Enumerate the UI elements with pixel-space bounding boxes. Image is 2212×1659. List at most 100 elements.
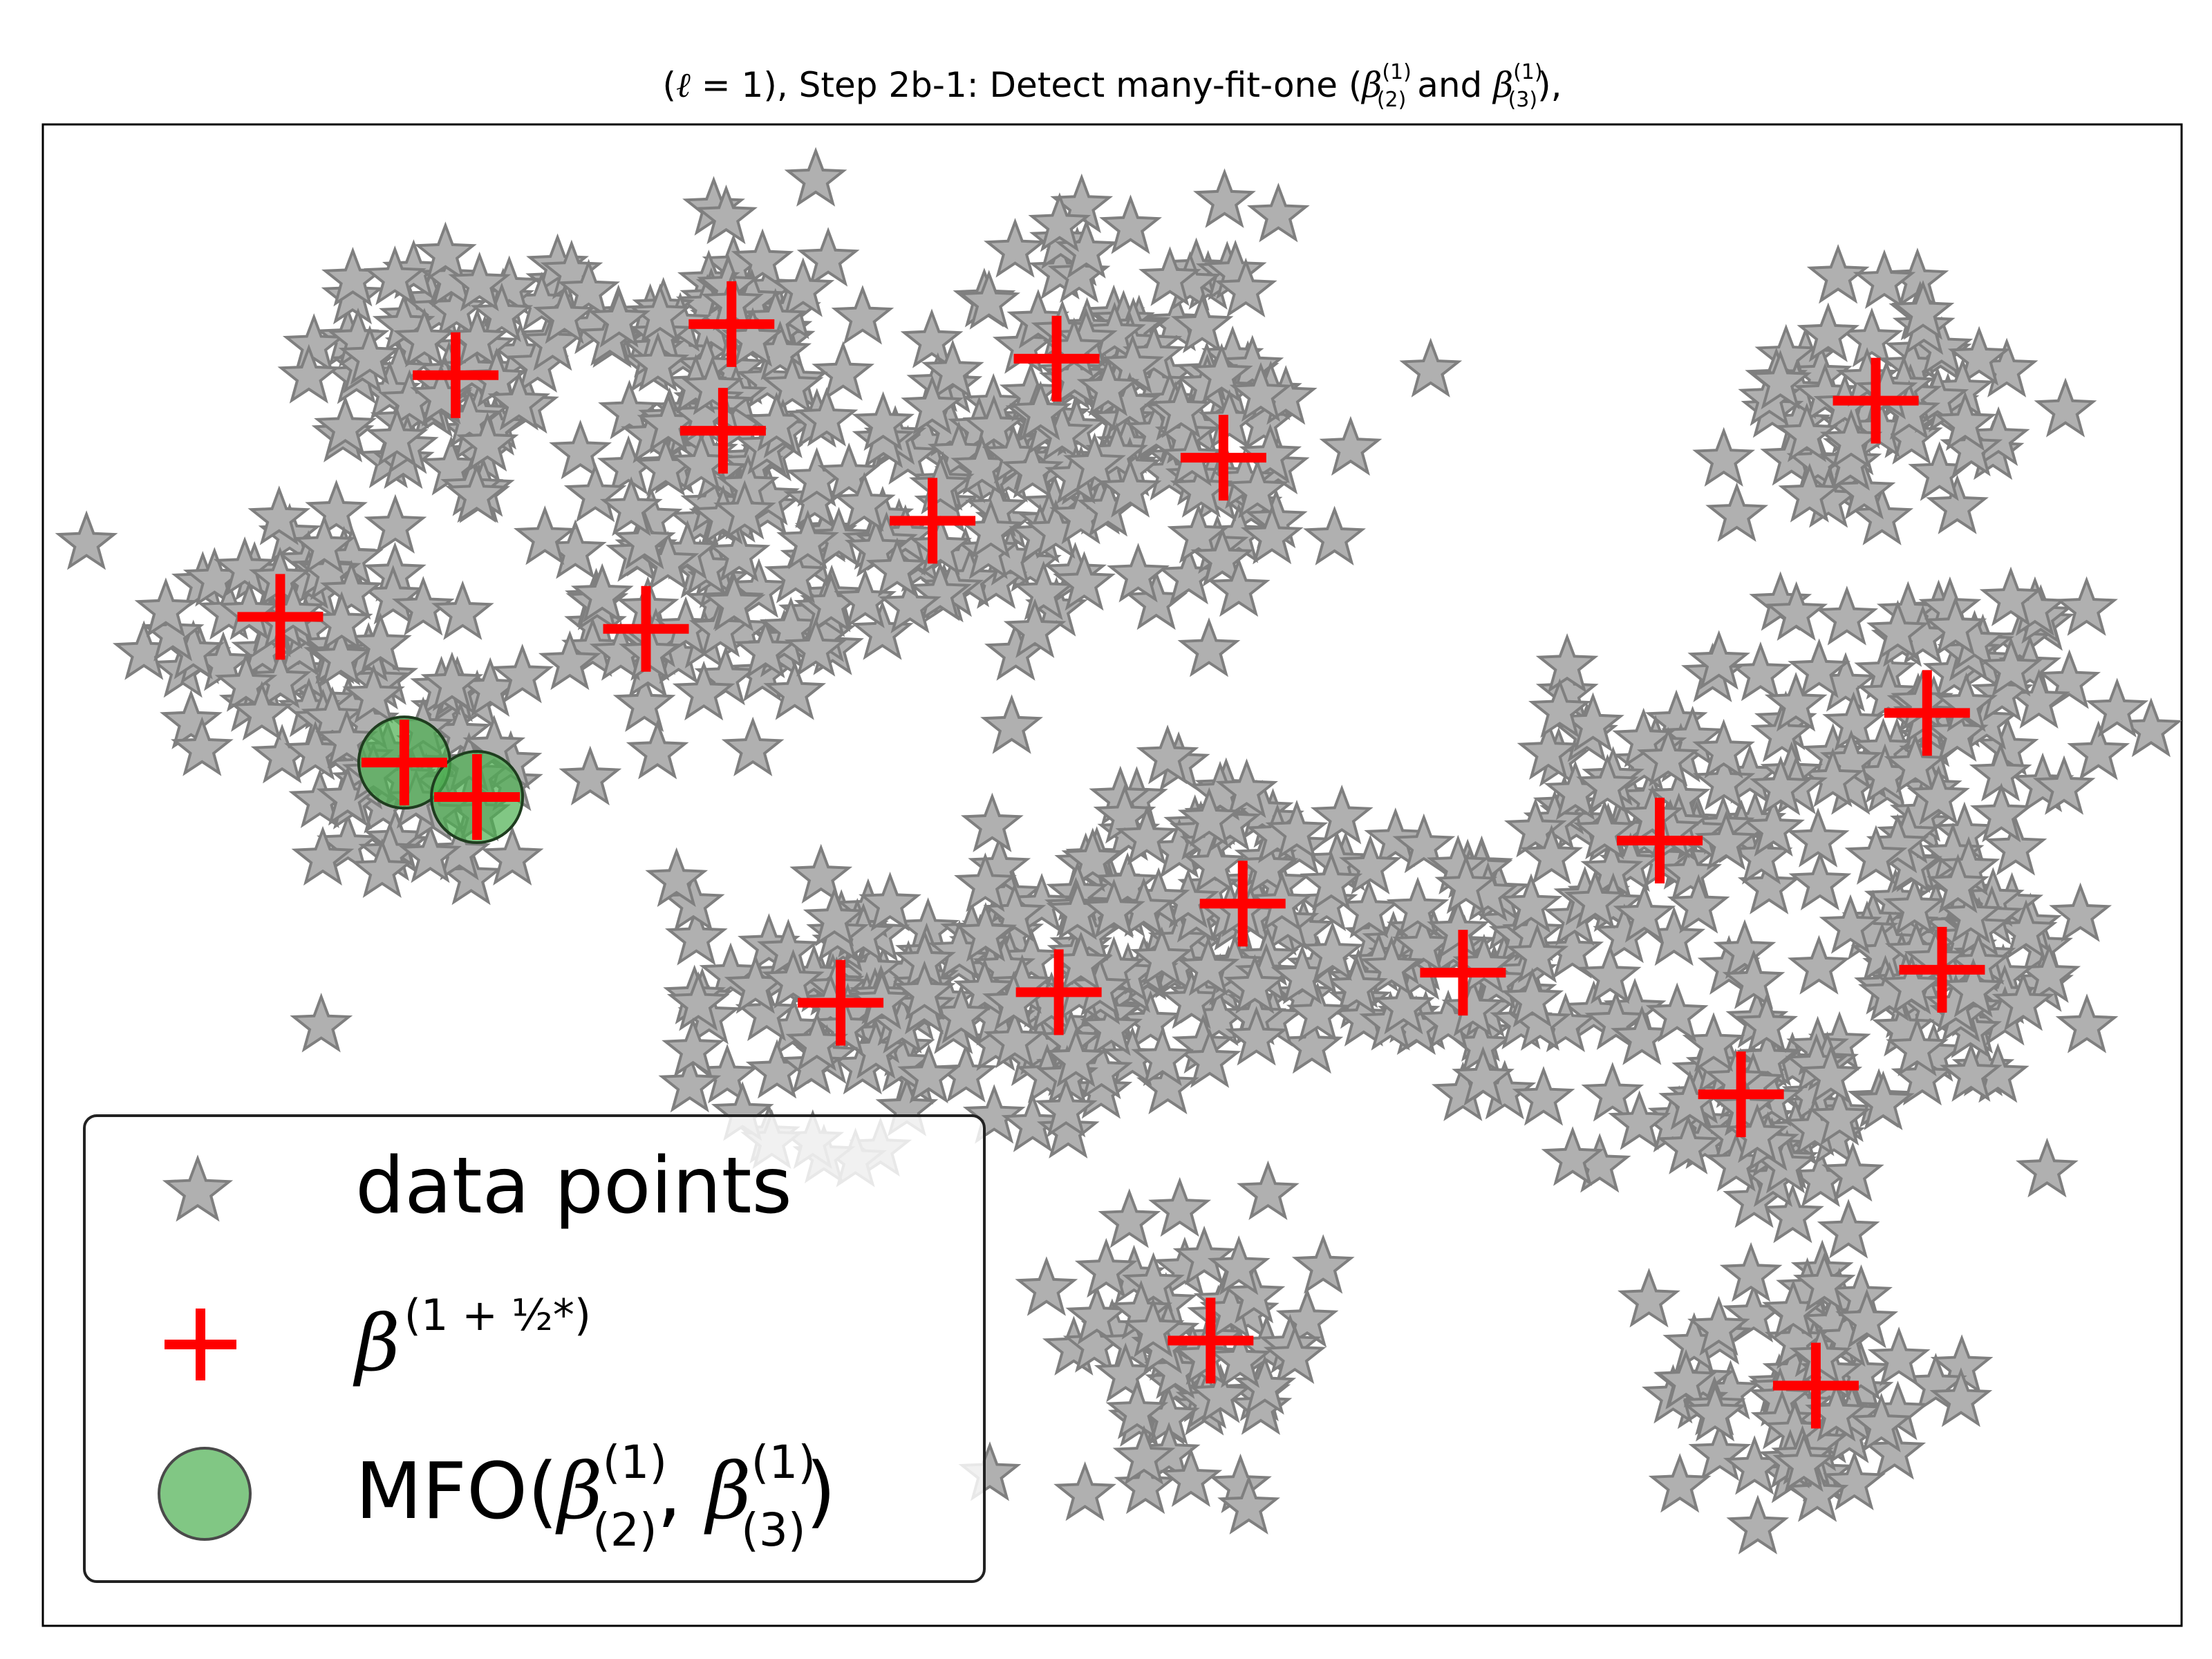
data-point-star — [291, 825, 355, 886]
data-point-star — [1028, 192, 1091, 252]
data-point-star — [954, 852, 1017, 912]
data-point-star — [1190, 527, 1254, 587]
data-point-star — [1764, 1309, 1828, 1369]
data-point-star — [1130, 926, 1194, 986]
data-point-star — [1819, 431, 1882, 491]
data-point-star — [2049, 882, 2112, 942]
data-point-star — [1787, 935, 1850, 995]
data-point-star — [1891, 280, 1955, 340]
data-point-star — [1621, 785, 1684, 845]
beta-center-plus — [1884, 670, 1970, 756]
data-point-star — [1750, 702, 1814, 762]
data-point-star — [1817, 1199, 1880, 1259]
data-point-star — [1122, 1252, 1185, 1312]
data-point-star — [1687, 630, 1751, 690]
data-point-star — [1053, 1461, 1116, 1521]
data-point-star — [391, 576, 455, 636]
data-point-star — [1726, 1494, 1790, 1555]
data-point-star — [513, 505, 577, 565]
data-point-star — [1160, 969, 1223, 1029]
data-point-star — [1788, 850, 1852, 911]
data-point-star — [776, 509, 839, 570]
data-point-star — [1694, 810, 1758, 870]
data-point-star — [1207, 1235, 1271, 1295]
chart-title: (ℓ = 1), Step 2b-1: Detect many-fit-one … — [662, 60, 1562, 112]
data-point-star — [1434, 854, 1498, 915]
legend-label-mfo: MFO(β(1) (2), β(1) (3)) — [355, 1436, 836, 1557]
data-point-star — [1246, 182, 1310, 243]
data-point-star — [1736, 1027, 1799, 1087]
data-point-star — [771, 257, 835, 317]
data-point-star — [1535, 633, 1599, 693]
data-point-star — [1237, 1160, 1300, 1221]
data-point-star — [1833, 460, 1896, 520]
data-point-star — [1221, 335, 1284, 395]
data-point-star — [1735, 993, 1799, 1053]
beta-center-plus — [1617, 798, 1703, 884]
data-point-star — [1517, 720, 1580, 780]
data-point-star — [672, 660, 735, 721]
data-point-star — [681, 355, 744, 415]
data-point-star — [134, 577, 198, 637]
data-point-star — [1233, 1355, 1297, 1415]
data-point-star — [1121, 1297, 1185, 1358]
data-point-star — [1991, 971, 2055, 1031]
data-point-star — [1764, 671, 1828, 732]
data-point-star — [1263, 1324, 1327, 1385]
data-point-star — [1167, 503, 1230, 563]
data-point-star — [348, 612, 412, 673]
beta-center-plus — [688, 281, 775, 367]
data-point-star — [2015, 1137, 2079, 1198]
data-point-star — [897, 1043, 961, 1104]
data-point-star — [1034, 1078, 1098, 1138]
data-point-star — [2055, 993, 2119, 1053]
data-point-star — [666, 971, 730, 1031]
data-point-star — [1692, 427, 1756, 487]
data-point-star — [1138, 246, 1201, 306]
data-point-star — [1360, 935, 1423, 996]
data-point-star — [1749, 349, 1812, 410]
data-point-star — [599, 476, 663, 536]
beta-center-plus — [1013, 315, 1100, 402]
data-point-star — [1742, 796, 1805, 857]
data-point-star — [1844, 825, 1908, 885]
data-point-star — [290, 993, 353, 1053]
data-point-star — [962, 1084, 1026, 1144]
data-point-star — [784, 147, 847, 207]
legend-star-shape — [162, 1154, 234, 1222]
data-point-star — [1823, 1450, 1886, 1510]
data-point-star — [1235, 835, 1299, 895]
data-point-star — [1300, 850, 1363, 911]
data-point-star — [859, 872, 921, 932]
data-point-star — [1884, 733, 1947, 794]
plot-area — [55, 147, 2182, 1555]
data-point-star — [628, 283, 692, 344]
data-point-star — [1159, 1447, 1223, 1508]
data-point-star — [1520, 824, 1583, 885]
data-point-star — [795, 386, 859, 447]
data-point-star — [1654, 1349, 1718, 1409]
data-point-star — [1850, 1392, 1913, 1453]
data-point-star — [695, 184, 758, 245]
data-point-star — [908, 561, 972, 621]
data-point-star — [533, 284, 596, 344]
data-point-star — [1984, 816, 2047, 876]
data-point-star — [1687, 1295, 1750, 1356]
beta-center-plus — [1833, 357, 1919, 444]
beta-center-plus — [434, 754, 521, 841]
data-point-star — [1785, 1462, 1849, 1522]
data-point-star — [1010, 872, 1074, 933]
data-point-star — [1584, 990, 1648, 1050]
data-point-star — [1806, 244, 1870, 304]
data-point-star — [1722, 949, 1785, 1009]
data-point-star — [908, 454, 972, 515]
data-point-star — [1068, 956, 1132, 1016]
data-point-star — [55, 510, 118, 570]
data-point-star — [2067, 720, 2130, 780]
beta-center-plus — [361, 720, 447, 806]
data-point-star — [1564, 869, 1627, 929]
data-point-star — [1189, 1363, 1252, 1423]
data-point-star — [1749, 756, 1812, 816]
data-point-star — [1815, 585, 1879, 646]
